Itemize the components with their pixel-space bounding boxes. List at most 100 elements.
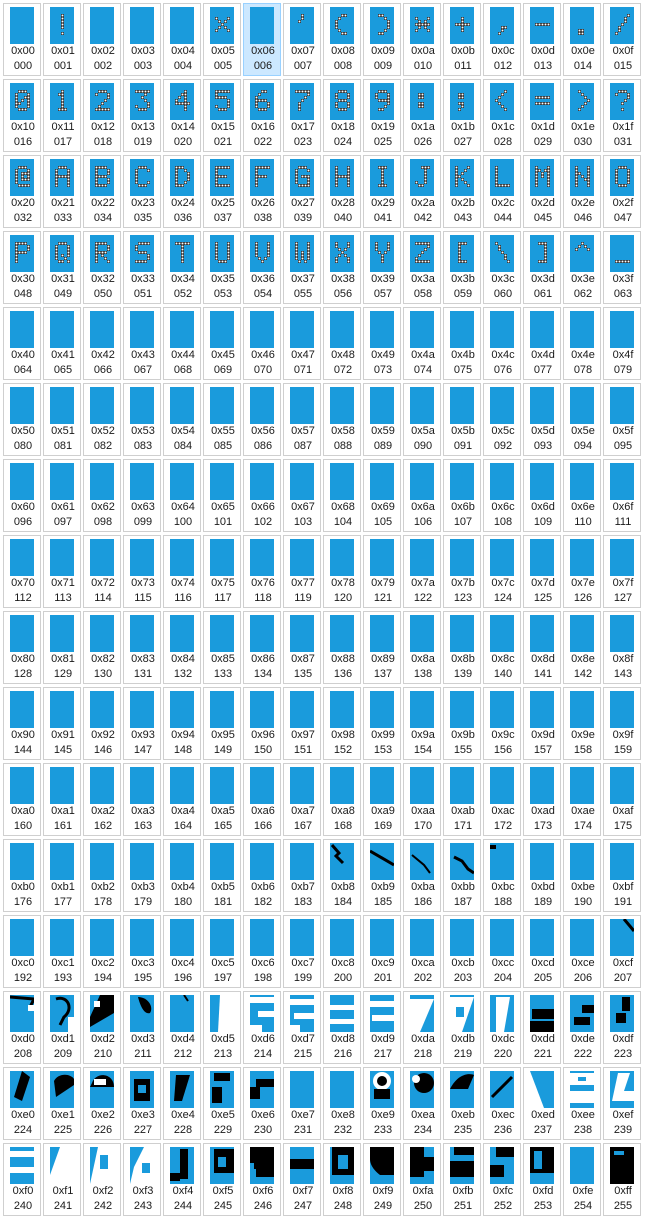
glyph-cell[interactable]: 0xcb 203 <box>443 915 481 988</box>
glyph-cell[interactable]: 0x3c 060 <box>483 231 521 304</box>
glyph-cell[interactable]: 0x94 148 <box>163 687 201 760</box>
glyph-cell[interactable]: 0xc3 195 <box>123 915 161 988</box>
glyph-cell[interactable]: 0xb8 184 <box>323 839 361 912</box>
glyph-cell[interactable]: 0x23 035 <box>123 155 161 228</box>
glyph-cell[interactable]: 0x1d 029 <box>523 79 561 152</box>
glyph-cell[interactable]: 0xbb 187 <box>443 839 481 912</box>
glyph-cell[interactable]: 0x3b 059 <box>443 231 481 304</box>
glyph-cell[interactable]: 0x39 057 <box>363 231 401 304</box>
glyph-cell[interactable]: 0x34 052 <box>163 231 201 304</box>
glyph-cell[interactable]: 0xe5 229 <box>203 1067 241 1140</box>
glyph-cell[interactable]: 0x46 070 <box>243 307 281 380</box>
glyph-cell[interactable]: 0x98 152 <box>323 687 361 760</box>
glyph-cell[interactable]: 0xce 206 <box>563 915 601 988</box>
glyph-cell[interactable]: 0xcd 205 <box>523 915 561 988</box>
glyph-cell[interactable]: 0xe9 233 <box>363 1067 401 1140</box>
glyph-cell[interactable]: 0xd1 209 <box>43 991 81 1064</box>
glyph-cell[interactable]: 0x52 082 <box>83 383 121 456</box>
glyph-cell[interactable]: 0x00 000 <box>3 3 41 76</box>
glyph-cell[interactable]: 0x4f 079 <box>603 307 641 380</box>
glyph-cell[interactable]: 0x3d 061 <box>523 231 561 304</box>
glyph-cell[interactable]: 0x26 038 <box>243 155 281 228</box>
glyph-cell[interactable]: 0x12 018 <box>83 79 121 152</box>
glyph-cell[interactable]: 0x9c 156 <box>483 687 521 760</box>
glyph-cell[interactable]: 0x7b 123 <box>443 535 481 608</box>
glyph-cell[interactable]: 0x80 128 <box>3 611 41 684</box>
glyph-cell[interactable]: 0xf2 242 <box>83 1143 121 1216</box>
glyph-cell[interactable]: 0xb3 179 <box>123 839 161 912</box>
glyph-cell[interactable]: 0xbf 191 <box>603 839 641 912</box>
glyph-cell[interactable]: 0x69 105 <box>363 459 401 532</box>
glyph-cell[interactable]: 0xf5 245 <box>203 1143 241 1216</box>
glyph-cell[interactable]: 0x37 055 <box>283 231 321 304</box>
glyph-cell[interactable]: 0xf0 240 <box>3 1143 41 1216</box>
glyph-cell[interactable]: 0x32 050 <box>83 231 121 304</box>
glyph-cell[interactable]: 0x53 083 <box>123 383 161 456</box>
glyph-cell[interactable]: 0x7c 124 <box>483 535 521 608</box>
glyph-cell[interactable]: 0xef 239 <box>603 1067 641 1140</box>
glyph-cell[interactable]: 0x66 102 <box>243 459 281 532</box>
glyph-cell[interactable]: 0x64 100 <box>163 459 201 532</box>
glyph-cell[interactable]: 0x28 040 <box>323 155 361 228</box>
glyph-cell[interactable]: 0x4d 077 <box>523 307 561 380</box>
glyph-cell[interactable]: 0xc0 192 <box>3 915 41 988</box>
glyph-cell[interactable]: 0x7d 125 <box>523 535 561 608</box>
glyph-cell[interactable]: 0xf3 243 <box>123 1143 161 1216</box>
glyph-cell[interactable]: 0x45 069 <box>203 307 241 380</box>
glyph-cell[interactable]: 0xe3 227 <box>123 1067 161 1140</box>
glyph-cell[interactable]: 0xd3 211 <box>123 991 161 1064</box>
glyph-cell[interactable]: 0x22 034 <box>83 155 121 228</box>
glyph-cell[interactable]: 0xb4 180 <box>163 839 201 912</box>
glyph-cell[interactable]: 0x83 131 <box>123 611 161 684</box>
glyph-cell[interactable]: 0xac 172 <box>483 763 521 836</box>
glyph-cell[interactable]: 0x5b 091 <box>443 383 481 456</box>
glyph-cell[interactable]: 0x51 081 <box>43 383 81 456</box>
glyph-cell[interactable]: 0x5d 093 <box>523 383 561 456</box>
glyph-cell[interactable]: 0xee 238 <box>563 1067 601 1140</box>
glyph-cell[interactable]: 0xf6 246 <box>243 1143 281 1216</box>
glyph-cell[interactable]: 0x74 116 <box>163 535 201 608</box>
glyph-cell[interactable]: 0x16 022 <box>243 79 281 152</box>
glyph-cell[interactable]: 0xb5 181 <box>203 839 241 912</box>
glyph-cell[interactable]: 0xec 236 <box>483 1067 521 1140</box>
glyph-cell[interactable]: 0x55 085 <box>203 383 241 456</box>
glyph-cell[interactable]: 0xd9 217 <box>363 991 401 1064</box>
glyph-cell[interactable]: 0x2f 047 <box>603 155 641 228</box>
glyph-cell[interactable]: 0xb7 183 <box>283 839 321 912</box>
glyph-cell[interactable]: 0x8f 143 <box>603 611 641 684</box>
glyph-cell[interactable]: 0x35 053 <box>203 231 241 304</box>
glyph-cell[interactable]: 0xbe 190 <box>563 839 601 912</box>
glyph-cell[interactable]: 0x60 096 <box>3 459 41 532</box>
glyph-cell[interactable]: 0x5f 095 <box>603 383 641 456</box>
glyph-cell[interactable]: 0xe2 226 <box>83 1067 121 1140</box>
glyph-cell[interactable]: 0x6f 111 <box>603 459 641 532</box>
glyph-cell[interactable]: 0x47 071 <box>283 307 321 380</box>
glyph-cell[interactable]: 0x36 054 <box>243 231 281 304</box>
glyph-cell[interactable]: 0x7f 127 <box>603 535 641 608</box>
glyph-cell[interactable]: 0x91 145 <box>43 687 81 760</box>
glyph-cell[interactable]: 0xf7 247 <box>283 1143 321 1216</box>
glyph-cell[interactable]: 0x40 064 <box>3 307 41 380</box>
glyph-cell[interactable]: 0xf1 241 <box>43 1143 81 1216</box>
glyph-cell[interactable]: 0x59 089 <box>363 383 401 456</box>
glyph-cell[interactable]: 0xda 218 <box>403 991 441 1064</box>
glyph-cell[interactable]: 0x41 065 <box>43 307 81 380</box>
glyph-cell[interactable]: 0xab 171 <box>443 763 481 836</box>
glyph-cell[interactable]: 0xa8 168 <box>323 763 361 836</box>
glyph-cell[interactable]: 0x11 017 <box>43 79 81 152</box>
glyph-cell[interactable]: 0xfa 250 <box>403 1143 441 1216</box>
glyph-cell[interactable]: 0xd2 210 <box>83 991 121 1064</box>
glyph-cell[interactable]: 0xcf 207 <box>603 915 641 988</box>
glyph-cell[interactable]: 0x5a 090 <box>403 383 441 456</box>
glyph-cell[interactable]: 0x89 137 <box>363 611 401 684</box>
glyph-cell[interactable]: 0x25 037 <box>203 155 241 228</box>
glyph-cell[interactable]: 0xb0 176 <box>3 839 41 912</box>
glyph-cell[interactable]: 0xae 174 <box>563 763 601 836</box>
glyph-cell[interactable]: 0xa6 166 <box>243 763 281 836</box>
glyph-cell[interactable]: 0xa5 165 <box>203 763 241 836</box>
glyph-cell[interactable]: 0x9d 157 <box>523 687 561 760</box>
glyph-cell[interactable]: 0x67 103 <box>283 459 321 532</box>
glyph-cell[interactable]: 0x99 153 <box>363 687 401 760</box>
glyph-cell[interactable]: 0x27 039 <box>283 155 321 228</box>
glyph-cell[interactable]: 0x2d 045 <box>523 155 561 228</box>
